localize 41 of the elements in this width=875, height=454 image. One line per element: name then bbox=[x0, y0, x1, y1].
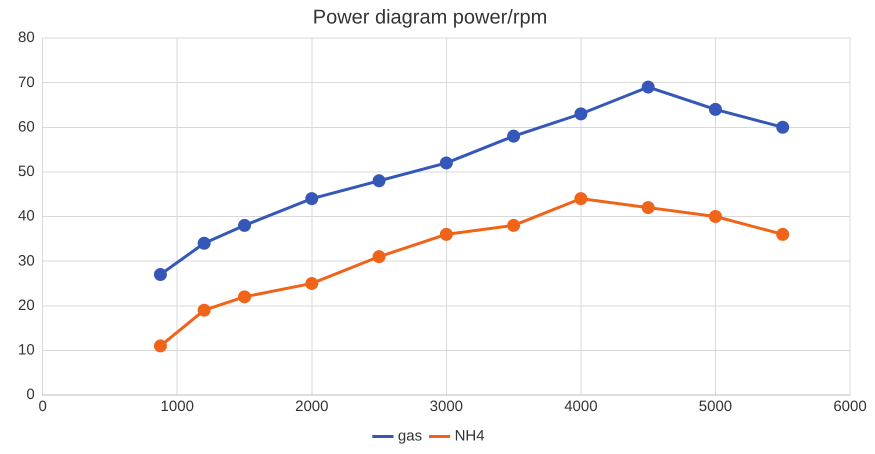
y-tick-label: 20 bbox=[18, 296, 35, 314]
point bbox=[708, 210, 722, 223]
point bbox=[198, 304, 211, 317]
point bbox=[238, 218, 252, 232]
y-tick-label: 50 bbox=[18, 163, 35, 180]
point bbox=[238, 290, 252, 304]
point bbox=[372, 250, 386, 264]
point bbox=[440, 228, 453, 241]
point bbox=[642, 80, 655, 94]
legend-label: NH4 bbox=[454, 428, 485, 445]
point bbox=[507, 218, 520, 232]
x-tick-label: 3000 bbox=[430, 398, 464, 416]
point bbox=[372, 174, 386, 188]
point bbox=[154, 268, 167, 282]
point bbox=[776, 228, 790, 241]
y-tick-label: 70 bbox=[18, 74, 35, 91]
chart-title: Power diagram power/rpm bbox=[312, 6, 548, 29]
x-tick-label: 2000 bbox=[295, 398, 328, 416]
y-tick-label: 60 bbox=[18, 118, 35, 136]
x-tick-label: 6000 bbox=[833, 398, 867, 416]
point bbox=[305, 192, 318, 206]
y-tick-label: 0 bbox=[26, 386, 35, 404]
x-tick-label: 5000 bbox=[698, 398, 732, 416]
point bbox=[305, 276, 318, 290]
x-tick-label: 1000 bbox=[160, 398, 194, 416]
y-tick-label: 80 bbox=[18, 29, 35, 46]
point bbox=[708, 102, 722, 116]
y-tick-label: 30 bbox=[18, 252, 35, 270]
x-tick-label: 0 bbox=[38, 398, 47, 416]
point bbox=[574, 192, 588, 206]
y-tick-label: 10 bbox=[18, 342, 35, 359]
point bbox=[440, 156, 453, 170]
point bbox=[776, 120, 790, 134]
legend-label: gas bbox=[398, 428, 422, 445]
x-tick-label: 4000 bbox=[564, 398, 598, 416]
y-tick-label: 40 bbox=[18, 208, 35, 225]
point bbox=[574, 107, 588, 120]
point bbox=[642, 201, 655, 214]
point bbox=[154, 339, 167, 352]
point bbox=[198, 236, 211, 250]
point bbox=[507, 130, 520, 143]
